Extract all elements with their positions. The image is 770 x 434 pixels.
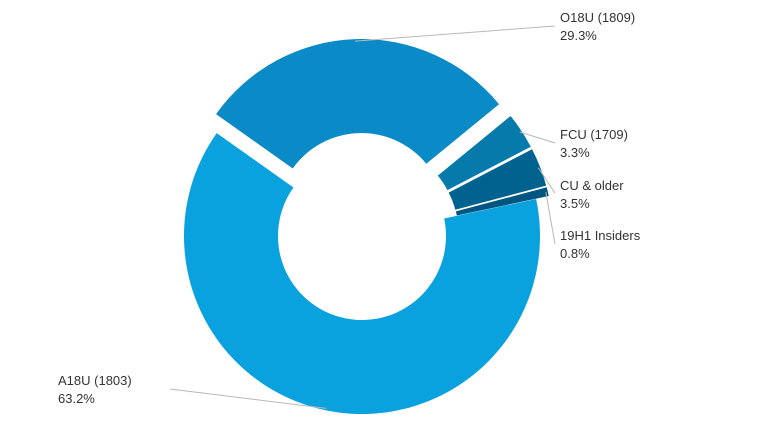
- slice-a18u-1803[interactable]: [184, 133, 541, 414]
- slice-label-name-cu-older: CU & older: [560, 178, 624, 193]
- slice-label-name-a18u-1803: A18U (1803): [58, 373, 132, 388]
- leader-line-fcu-1709: [519, 131, 556, 144]
- slice-cu-older[interactable]: [448, 149, 547, 210]
- slice-label-value-a18u-1803: 63.2%: [58, 391, 95, 406]
- labels-group: O18U (1809) 29.3% FCU (1709) 3.3% CU & older…: [58, 10, 641, 406]
- leader-lines-group: [169, 25, 556, 409]
- slice-label-name-19h1-insiders: 19H1 Insiders: [560, 228, 641, 243]
- slice-label-name-o18u-1809: O18U (1809): [560, 10, 635, 25]
- leader-line-cu-older: [537, 167, 556, 194]
- leader-line-o18u-1809: [355, 25, 556, 42]
- slice-label-name-fcu-1709: FCU (1709): [560, 127, 628, 142]
- slice-label-value-fcu-1709: 3.3%: [560, 145, 590, 160]
- slice-o18u-1809[interactable]: [216, 39, 500, 169]
- leader-line-a18u-1803: [169, 388, 327, 409]
- slice-fcu-1709[interactable]: [437, 116, 531, 191]
- slice-19h1-insiders[interactable]: [455, 187, 549, 216]
- slice-label-value-cu-older: 3.5%: [560, 196, 590, 211]
- leader-line-19h1-insiders: [545, 192, 556, 245]
- slice-label-value-19h1-insiders: 0.8%: [560, 246, 590, 261]
- slices-group: [184, 39, 549, 414]
- slice-label-value-o18u-1809: 29.3%: [560, 28, 597, 43]
